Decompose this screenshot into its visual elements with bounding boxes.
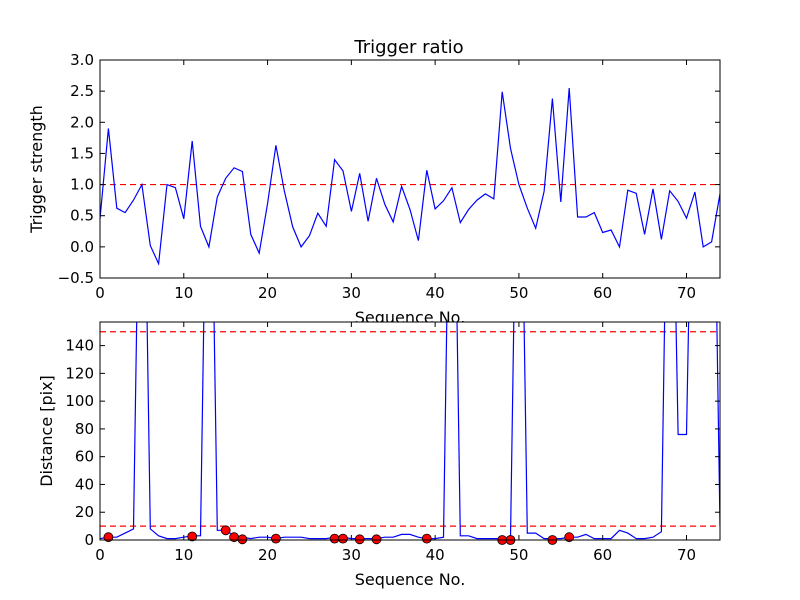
- detection-marker: [354, 534, 365, 545]
- x-tick-label: 0: [95, 546, 105, 564]
- y-tick-label: 120: [65, 364, 94, 382]
- y-tick-label: 100: [65, 392, 94, 410]
- y-tick-label: 0.5: [70, 207, 94, 225]
- y-tick-label: 3.0: [70, 51, 94, 69]
- detection-marker: [338, 533, 348, 544]
- bottom-chart-plot-area: [100, 322, 720, 540]
- top-chart: Trigger ratio 0 10 20 30 40 50 60 70 −0.5 0.0 0.5…: [27, 37, 721, 327]
- y-tick-label: 2.0: [70, 113, 94, 131]
- x-tick-label: 30: [342, 546, 361, 564]
- x-tick-label: 20: [258, 546, 277, 564]
- x-tick-label: 40: [426, 546, 445, 564]
- y-tick-label: 1.0: [70, 176, 94, 194]
- detection-marker: [237, 534, 248, 545]
- x-tick-label: 30: [342, 284, 361, 302]
- y-tick-label: 140: [65, 337, 94, 355]
- bottom-chart-ylabel: Distance [pix]: [37, 375, 56, 487]
- detection-marker: [187, 531, 198, 542]
- top-chart-plot-area: [100, 60, 720, 278]
- y-tick-label: 60: [75, 448, 94, 466]
- x-tick-label: 60: [593, 284, 612, 302]
- x-tick-label: 50: [509, 284, 528, 302]
- y-tick-label: 20: [75, 503, 94, 521]
- detection-marker: [270, 533, 281, 544]
- detection-marker: [329, 533, 340, 544]
- x-tick-label: 10: [174, 546, 193, 564]
- bottom-chart: 0 10 20 30 40 50 60 70 0 20 40 60 80 100 120 140 Dista…: [37, 321, 721, 589]
- x-tick-label: 0: [95, 284, 105, 302]
- top-chart-frame: [99, 59, 721, 279]
- y-tick-label: 1.5: [70, 144, 94, 162]
- x-tick-label: 10: [174, 284, 193, 302]
- y-tick-label: 2.5: [70, 82, 94, 100]
- bottom-chart-frame: [99, 321, 721, 541]
- x-tick-label: 70: [677, 546, 696, 564]
- y-tick-label: 0: [84, 531, 94, 549]
- x-tick-label: 70: [677, 284, 696, 302]
- y-tick-label: 40: [75, 475, 94, 493]
- x-tick-label: 60: [593, 546, 612, 564]
- top-series-line: [99, 87, 721, 266]
- detection-marker: [103, 532, 114, 543]
- y-tick-label: 80: [75, 420, 94, 438]
- x-tick-label: 50: [509, 546, 528, 564]
- top-chart-title: Trigger ratio: [353, 37, 463, 58]
- detection-marker: [371, 534, 382, 545]
- x-tick-label: 40: [426, 284, 445, 302]
- top-chart-ylabel: Trigger strength: [27, 105, 46, 234]
- detection-marker: [421, 533, 432, 544]
- x-tick-label: 20: [258, 284, 277, 302]
- bottom-series-line: [100, 322, 720, 540]
- bottom-chart-xlabel: Sequence No.: [355, 570, 466, 589]
- detection-marker: [220, 525, 231, 536]
- y-tick-label: 0.0: [70, 238, 94, 256]
- detection-marker: [564, 532, 575, 543]
- y-tick-label: −0.5: [58, 269, 94, 287]
